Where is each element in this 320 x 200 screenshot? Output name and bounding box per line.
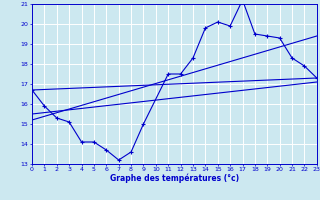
- X-axis label: Graphe des températures (°c): Graphe des températures (°c): [110, 174, 239, 183]
